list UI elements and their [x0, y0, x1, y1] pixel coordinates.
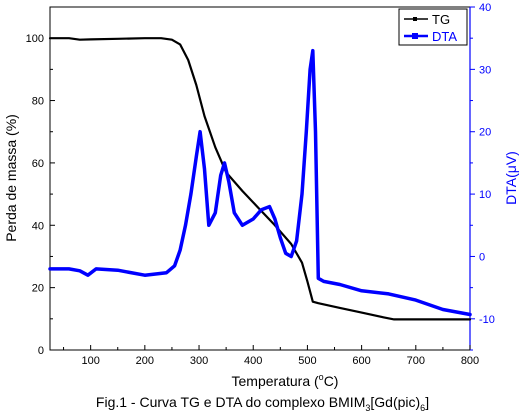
- legend: TG DTA: [398, 8, 468, 46]
- y-left-axis-label: Perda de massa (%): [3, 114, 19, 242]
- y-right-axis-label: DTA(μV): [503, 151, 519, 205]
- x-tick-label-100: 100: [81, 355, 99, 367]
- series-tg-line: [48, 37, 472, 321]
- series-dta-line: [48, 48, 472, 317]
- legend-tg-marker: [413, 17, 417, 21]
- x-tick-label-600: 600: [352, 355, 370, 367]
- yr-tick-label-30: 30: [479, 64, 491, 76]
- x-tick-label-800: 800: [461, 355, 479, 367]
- yl-tick-label-0: 0: [38, 345, 44, 357]
- x-tick-label-500: 500: [298, 355, 316, 367]
- yr-tick-label-10: 10: [479, 189, 491, 201]
- right-axis-ticks: -10 0 10 20 30 40: [470, 2, 495, 351]
- x-tick-label-200: 200: [136, 355, 154, 367]
- yr-tick-label--10: -10: [479, 314, 495, 326]
- yr-tick-label-40: 40: [479, 2, 491, 14]
- x-tick-label-400: 400: [244, 355, 262, 367]
- yl-tick-label-60: 60: [32, 158, 44, 170]
- yl-tick-label-100: 100: [26, 33, 44, 45]
- legend-tg-label: TG: [432, 12, 450, 27]
- x-axis-label: Temperatura (oC): [232, 372, 339, 389]
- legend-dta-label: DTA: [432, 29, 457, 44]
- figure-caption: Fig.1 - Curva TG e DTA do complexo BMIM3…: [95, 394, 430, 413]
- x-tick-label-700: 700: [407, 355, 425, 367]
- yl-tick-label-20: 20: [32, 283, 44, 295]
- series-lines: [48, 37, 472, 321]
- yl-tick-label-40: 40: [32, 220, 44, 232]
- yl-tick-label-80: 80: [32, 96, 44, 108]
- yr-tick-label-0: 0: [479, 251, 485, 263]
- yr-tick-label-20: 20: [479, 127, 491, 139]
- x-tick-label-300: 300: [190, 355, 208, 367]
- x-axis-ticks: 100 200 300 400 500 600 700 800: [63, 345, 479, 367]
- left-axis-ticks: 0 20 40 60 80 100: [26, 6, 55, 357]
- legend-box: [398, 8, 468, 46]
- legend-dta-marker: [412, 33, 418, 39]
